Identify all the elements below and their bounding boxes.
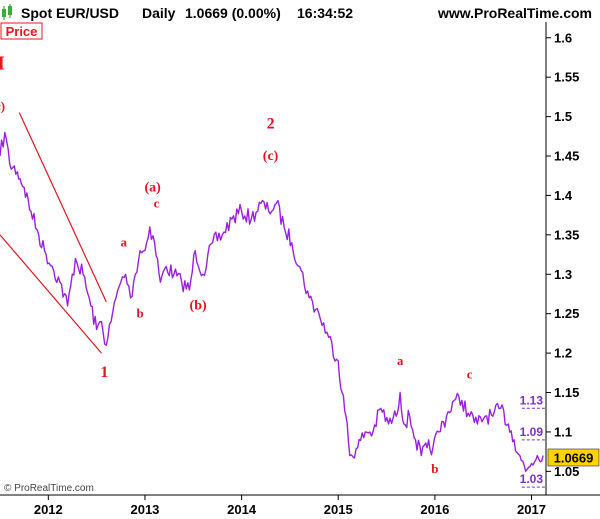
y-tick-label: 1.05 [554, 464, 579, 479]
wave-label: b [137, 306, 144, 321]
candlestick-icon [2, 4, 12, 20]
price-series [0, 131, 544, 472]
x-tick-label: 2013 [130, 502, 159, 517]
y-tick-label: 1.6 [554, 30, 572, 45]
level-label: 1.13 [520, 393, 544, 407]
last-price-badge: 1.0669 [547, 448, 600, 467]
x-tick-label: 2016 [420, 502, 449, 517]
wave-label: a [397, 353, 404, 368]
y-axis-ticks: 1.05 1.1 1.15 1.2 1.25 1.3 1.35 1.4 1.45 1.5 1.55 1… [546, 30, 579, 479]
y-tick-label: 1.4 [554, 188, 573, 203]
y-tick-label: 1.1 [554, 424, 572, 439]
level-lines: 1.13 1.09 1.03 [520, 393, 546, 488]
timestamp: 16:34:52 [297, 5, 353, 21]
wave-channel [0, 112, 107, 354]
price-tag: Price [6, 24, 38, 39]
x-tick-label: 2015 [324, 502, 353, 517]
instrument-name: Spot EUR/USD [21, 5, 119, 21]
price-tag-box [0, 22, 43, 40]
header-bar: Spot EUR/USD Daily 1.0669 (0.00%) 16:34:… [2, 4, 592, 21]
y-tick-label: 1.15 [554, 385, 579, 400]
x-tick-label: 2014 [227, 502, 257, 517]
wave-label: II [0, 52, 5, 74]
last-price-value: 1.0669 [554, 451, 594, 466]
timeframe-label: Daily [142, 5, 176, 21]
copyright-text: © ProRealTime.com [4, 483, 94, 494]
y-tick-label: 1.2 [554, 346, 572, 361]
wave-label: c) [0, 98, 5, 113]
y-tick-label: 1.25 [554, 306, 579, 321]
wave-label: 1 [100, 364, 108, 381]
y-tick-label: 1.3 [554, 267, 572, 282]
last-price-change: 1.0669 (0.00%) [185, 5, 281, 21]
level-label: 1.03 [520, 472, 544, 486]
x-tick-label: 2017 [517, 502, 546, 517]
wave-label: b [431, 461, 438, 476]
wave-label: c [154, 195, 160, 210]
series-line [0, 131, 544, 472]
wave-label: (c) [263, 149, 279, 164]
y-tick-label: 1.45 [554, 149, 579, 164]
last-price-badge-box [547, 448, 600, 467]
x-tick-label: 2012 [34, 502, 63, 517]
level-label: 1.09 [520, 425, 544, 439]
wave-label: a [120, 235, 127, 250]
y-tick-label: 1.5 [554, 109, 572, 124]
y-tick-label: 1.35 [554, 227, 579, 242]
wave-label: 2 [267, 115, 275, 132]
y-tick-label: 1.55 [554, 70, 579, 85]
site-url[interactable]: www.ProRealTime.com [437, 5, 592, 21]
channel-line [18, 112, 107, 303]
wave-label: (b) [190, 299, 207, 314]
channel-line [0, 234, 102, 354]
wave-label: (a) [145, 180, 162, 195]
x-axis-ticks: 2012 2013 2014 2015 2016 2017 [34, 495, 546, 517]
wave-labels: IIc)1ab(a)c(b)2(c)abc [0, 52, 473, 476]
wave-label: c [467, 366, 473, 381]
